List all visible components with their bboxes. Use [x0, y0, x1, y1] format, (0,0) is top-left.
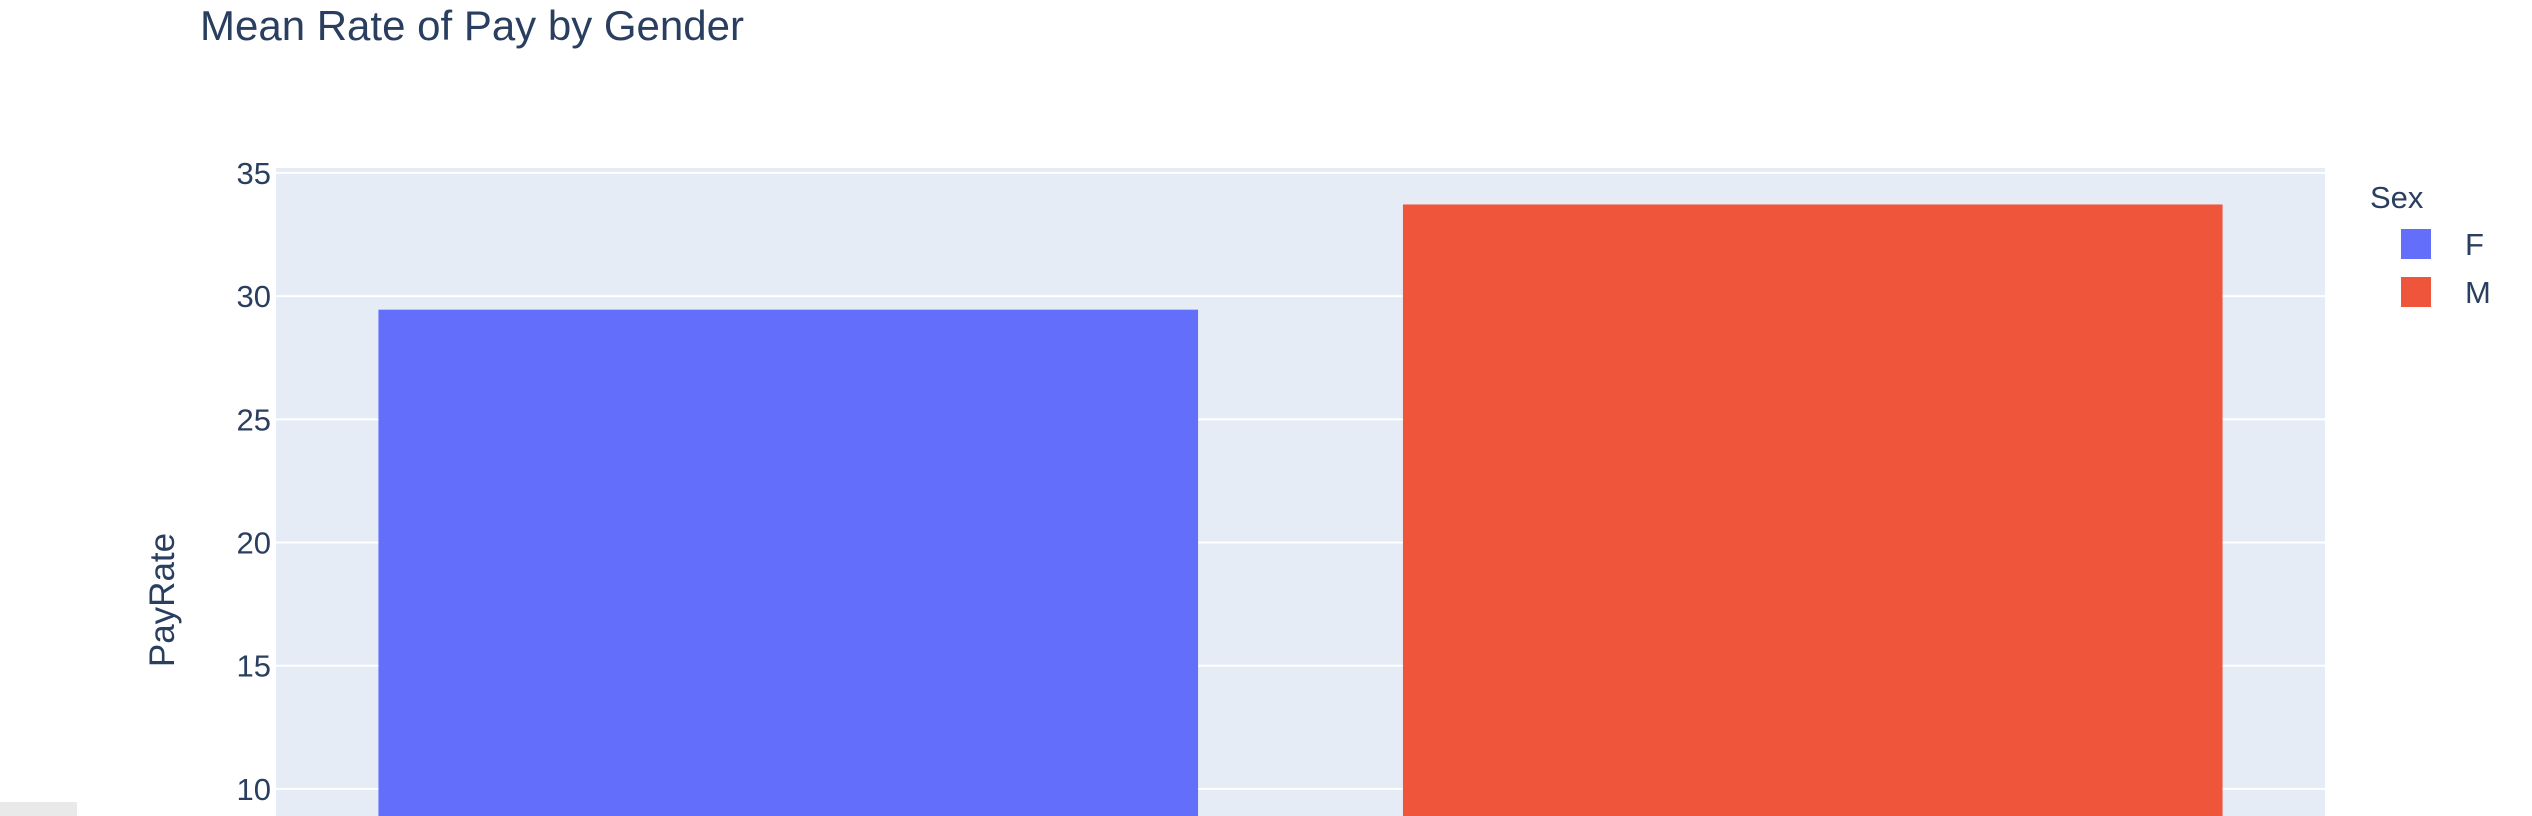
legend-title: Sex	[2370, 180, 2424, 215]
left-edge-shadow	[0, 802, 77, 816]
y-tick-label: 10	[237, 772, 271, 807]
legend: Sex FM	[2370, 180, 2491, 310]
y-tick-label: 35	[237, 156, 271, 191]
y-tick-label: 30	[237, 279, 271, 314]
legend-label-m[interactable]: M	[2465, 275, 2491, 310]
y-tick-label: 25	[237, 402, 271, 437]
bar-m[interactable]	[1402, 204, 2223, 816]
y-tick-label: 20	[237, 526, 271, 561]
y-axis-ticks: 10 15 20 25 30 35	[237, 156, 271, 807]
legend-swatch-m[interactable]	[2401, 277, 2431, 307]
y-tick-label: 15	[237, 649, 271, 684]
bars	[378, 204, 2223, 816]
legend-label-f[interactable]: F	[2465, 227, 2484, 262]
legend-swatch-f[interactable]	[2401, 229, 2431, 259]
y-axis-title: PayRate	[143, 533, 182, 667]
bar-f[interactable]	[378, 309, 1199, 816]
chart-title: Mean Rate of Pay by Gender	[200, 2, 744, 49]
